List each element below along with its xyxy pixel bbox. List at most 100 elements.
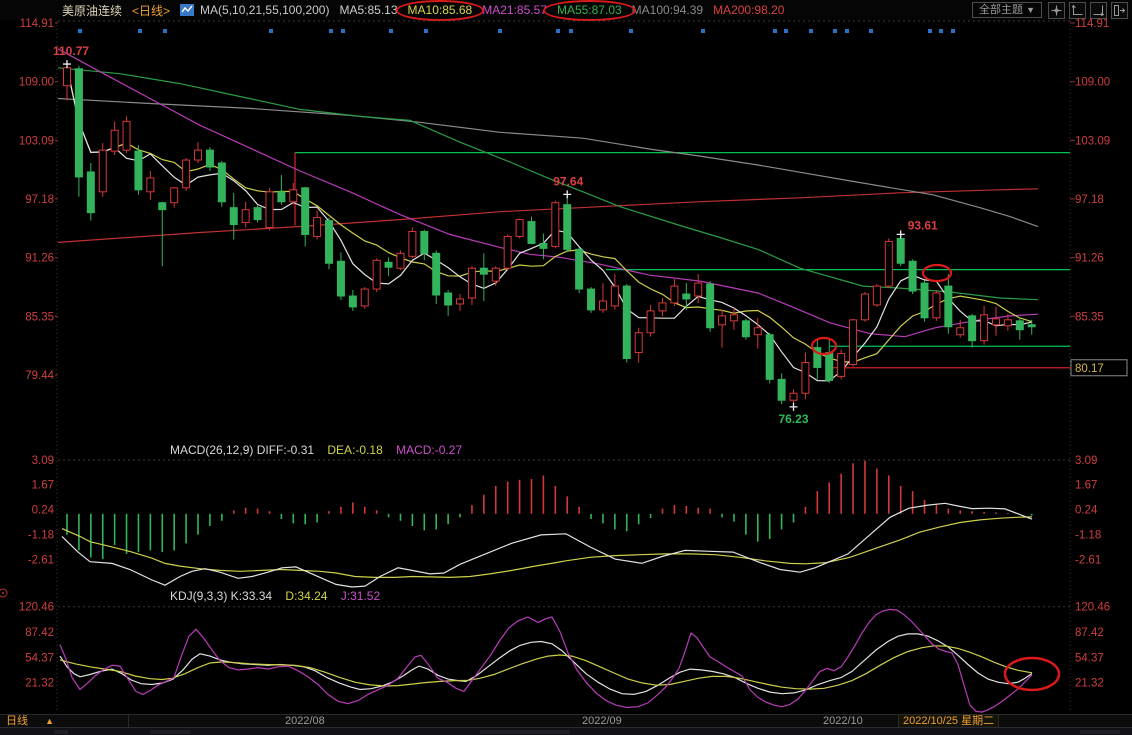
candle-body: [467, 267, 476, 299]
kdj-axis-label-right: 120.46: [1075, 602, 1110, 614]
event-marker-dot[interactable]: [784, 29, 788, 33]
candle-body: [122, 120, 131, 151]
event-marker-dot[interactable]: [845, 29, 849, 33]
candle-body: [932, 292, 941, 319]
event-marker-dot[interactable]: [701, 29, 705, 33]
event-marker-dot[interactable]: [833, 29, 837, 33]
candle-body: [658, 302, 667, 312]
tab-daily[interactable]: 日线 ▲: [6, 715, 54, 727]
ma55-line: [57, 67, 1039, 301]
extreme-cross-icon: [563, 190, 572, 199]
taskbar-strip: [0, 727, 1132, 735]
exit-pane-icon: [1114, 4, 1125, 16]
kdj-k-line: [59, 633, 1033, 696]
candle-body: [694, 282, 703, 297]
event-marker-dot[interactable]: [341, 29, 345, 33]
event-marker-dot[interactable]: [629, 29, 633, 33]
kdj-j-value: J:31.52: [340, 589, 381, 603]
macd-dea-value: DEA:-0.18: [327, 443, 383, 457]
date-label: 2022/10: [823, 715, 863, 727]
drawing-anchor-icon: [0, 588, 8, 598]
annotation-ellipse-kdj: [1003, 656, 1061, 692]
event-marker-dot[interactable]: [269, 29, 273, 33]
candle-body: [741, 320, 750, 338]
theme-dropdown[interactable]: 全部主题 ▼: [972, 2, 1042, 18]
macd-axis-label-left: 0.24: [32, 505, 55, 517]
axis-left-button[interactable]: [1069, 1, 1086, 19]
macd-params-diff: MACD(26,12,9) DIFF:-0.31: [170, 443, 315, 457]
candle-body: [432, 252, 441, 296]
macd-axis-label-left: -1.18: [28, 529, 54, 541]
candle-body: [348, 295, 357, 308]
event-marker-dot[interactable]: [389, 29, 393, 33]
candle-body: [456, 298, 465, 305]
candle-body: [336, 260, 345, 297]
candle-body: [956, 327, 965, 336]
crosshair-button[interactable]: [1048, 1, 1065, 19]
candle-body: [789, 392, 798, 401]
candle-body: [372, 259, 381, 290]
event-marker-dot[interactable]: [569, 29, 573, 33]
kdj-axis-label-left: 120.46: [19, 602, 54, 614]
candle-body: [182, 159, 191, 189]
candle-body: [1015, 320, 1024, 331]
exit-pane-button[interactable]: [1111, 1, 1128, 19]
candle-body: [753, 327, 762, 336]
candle-body: [765, 334, 774, 380]
kdj-j-line: [59, 608, 1033, 713]
ma5-value: MA5:85.13: [339, 3, 398, 17]
macd-axis-label-right: 1.67: [1075, 480, 1097, 492]
candle-body: [277, 191, 286, 203]
kdj-axis-label-right: 21.32: [1075, 678, 1104, 690]
candle-body: [217, 162, 226, 203]
kdj-axis-label-left: 87.42: [25, 627, 54, 639]
event-marker-dot[interactable]: [556, 29, 560, 33]
candle-body: [229, 207, 238, 226]
kdj-header: KDJ(9,3,3) K:33.34 D:34.24 J:31.52: [170, 589, 380, 603]
chart-header-bar: 美原油连续 <日线> MA(5,10,21,55,100,200) MA5:85…: [0, 0, 1132, 20]
event-marker-dot[interactable]: [773, 29, 777, 33]
candle-body: [837, 353, 846, 377]
ma21-value: MA21:85.57: [482, 3, 547, 17]
triangle-up-icon: ▲: [45, 716, 54, 726]
event-marker-dot[interactable]: [78, 29, 82, 33]
extreme-cross-icon: [896, 230, 905, 239]
candle-body: [86, 171, 95, 214]
event-marker-dot[interactable]: [138, 29, 142, 33]
candle-body: [670, 285, 679, 304]
event-marker-dot[interactable]: [869, 29, 873, 33]
date-label-current[interactable]: 2022/10/25 星期二: [898, 715, 1000, 727]
candle-body: [551, 202, 560, 247]
candle-body: [908, 260, 917, 292]
event-marker-dot[interactable]: [424, 29, 428, 33]
candle-body: [491, 267, 500, 282]
event-marker-dot[interactable]: [951, 29, 955, 33]
candle-body: [968, 315, 977, 342]
event-marker-dot[interactable]: [163, 29, 167, 33]
price-axis-label-left: 97.18: [25, 194, 54, 206]
tab-daily-label: 日线: [6, 715, 28, 727]
candle-body: [920, 282, 929, 319]
event-marker-dot[interactable]: [939, 29, 943, 33]
candle-body: [325, 220, 334, 264]
event-marker-dot[interactable]: [809, 29, 813, 33]
candle-body: [420, 231, 429, 254]
ma10-line: [66, 67, 1032, 363]
event-marker-dot[interactable]: [329, 29, 333, 33]
price-axis-label-right: 103.09: [1075, 135, 1110, 147]
period-tag[interactable]: <日线>: [132, 3, 171, 18]
candle-body: [598, 300, 607, 311]
candle-body: [646, 310, 655, 334]
divider: [128, 715, 129, 727]
macd-axis-label-right: 0.24: [1075, 505, 1098, 517]
candle-body: [408, 231, 417, 257]
event-marker-dot[interactable]: [928, 29, 932, 33]
candle-body: [682, 293, 691, 300]
candle-body: [265, 191, 274, 229]
event-marker-dot[interactable]: [498, 29, 502, 33]
price-axis-label-left: 103.09: [19, 135, 54, 147]
candle-body: [1027, 324, 1036, 328]
price-axis-label-right: 85.35: [1075, 311, 1104, 323]
axis-right-button[interactable]: [1090, 1, 1107, 19]
